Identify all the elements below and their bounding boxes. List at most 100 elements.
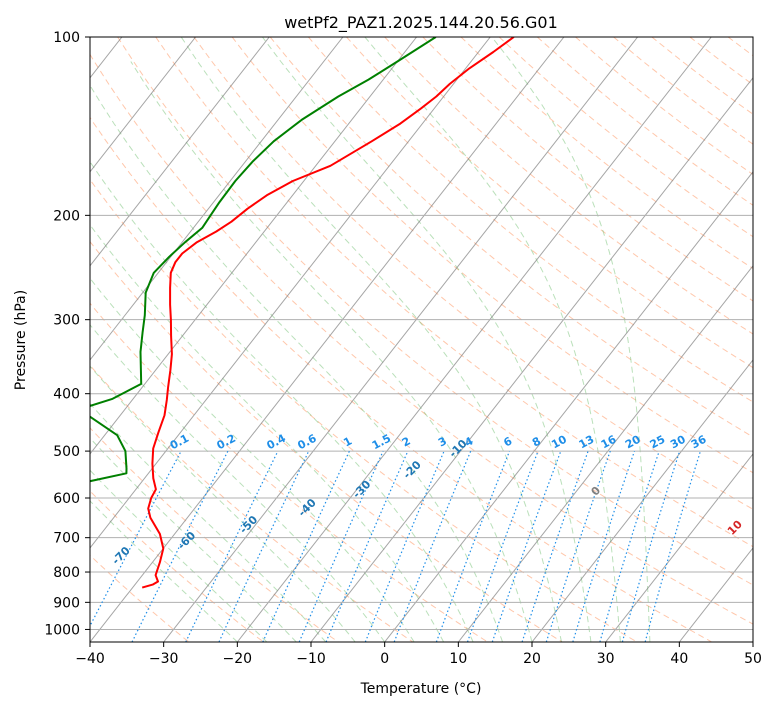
dry-adiabat-line <box>90 364 414 642</box>
moist-adiabat-line <box>90 160 474 642</box>
mixing-ratio-label: 1 <box>341 434 354 449</box>
isotherm-line <box>90 37 565 642</box>
moist-adiabat-line <box>364 37 621 642</box>
moist-adiabat-line <box>491 37 651 642</box>
mixing-ratio-line <box>131 450 229 642</box>
x-tick-label: 0 <box>380 651 389 667</box>
mixing-ratio-line <box>572 450 636 642</box>
mixing-ratio-line <box>621 450 681 642</box>
adiabat-label: -50 <box>237 513 260 536</box>
isotherm-line <box>531 359 753 642</box>
dry-adiabat-line <box>90 302 488 642</box>
moist-adiabat-line <box>90 277 415 642</box>
dry-adiabat-line <box>766 37 775 642</box>
dry-adiabat-line <box>90 554 190 642</box>
profile-lines <box>90 37 515 589</box>
dry-adiabat-line <box>384 37 753 335</box>
isotherm-line <box>163 37 638 642</box>
dry-adiabat-line <box>689 37 753 86</box>
x-tick-label: 30 <box>597 651 615 667</box>
y-tick-label: 600 <box>53 491 80 507</box>
y-tick-label: 100 <box>53 30 80 46</box>
dry-adiabat-line <box>155 37 753 548</box>
mixing-ratio-label: 25 <box>648 433 668 452</box>
mixing-ratio-label: 20 <box>623 433 643 452</box>
mixing-ratio-line <box>435 450 511 642</box>
dry-adiabat-line <box>90 178 638 642</box>
adiabat-label: -70 <box>110 544 133 567</box>
x-tick-label: 10 <box>449 651 467 667</box>
x-tick-label: 20 <box>523 651 541 667</box>
dry-adiabat-line <box>308 37 753 403</box>
moist-adiabat-line <box>180 37 562 642</box>
mixing-ratio-line <box>521 450 589 642</box>
adiabat-label: 10 <box>725 517 745 537</box>
background-line-labels: 0.10.20.40.611.52346810131620253036-100-… <box>110 432 746 568</box>
y-tick-label: 400 <box>53 387 80 403</box>
mixing-ratio-line <box>599 450 660 642</box>
moist-adiabat-line <box>262 37 592 642</box>
mixing-ratio-label: 3 <box>436 434 449 449</box>
x-axis: −40 −30 −20 −10 0 10 20 30 40 50 <box>75 642 762 667</box>
mixing-ratio-label: 13 <box>577 433 597 452</box>
y-axis-label: Pressure (hPa) <box>13 290 29 390</box>
mixing-ratio-line <box>466 450 539 642</box>
isotherm-line <box>457 265 753 642</box>
x-tick-label: 50 <box>744 651 762 667</box>
y-tick-label: 900 <box>53 595 80 611</box>
isotherm-line <box>90 37 270 267</box>
mixing-ratio-line <box>325 450 409 642</box>
mixing-ratio-label: 10 <box>549 433 569 452</box>
adiabat-label: -20 <box>401 458 424 481</box>
x-axis-label: Temperature (°C) <box>360 681 482 697</box>
adiabat-label: -40 <box>296 496 319 519</box>
moist-adiabat-line <box>90 365 356 642</box>
dry-adiabat-line <box>575 37 753 176</box>
mixing-ratio-label: 0.4 <box>265 432 289 453</box>
mixing-ratio-label: 36 <box>689 433 709 452</box>
mixing-ratio-label: 0.1 <box>168 432 191 453</box>
y-tick-label: 500 <box>53 444 80 460</box>
dry-adiabat-line <box>231 37 753 474</box>
mixing-ratio-label: 6 <box>501 434 514 449</box>
moist-adiabat-line <box>90 500 238 642</box>
y-tick-label: 300 <box>53 313 80 329</box>
isotherm-line <box>90 37 491 549</box>
mixing-ratio-line <box>644 450 701 642</box>
isotherm-line <box>90 37 417 455</box>
plot-frame <box>89 36 754 643</box>
mixing-ratio-line <box>491 450 562 642</box>
adiabat-label: 0 <box>589 484 604 499</box>
x-tick-label: −20 <box>223 651 253 667</box>
dewpoint-profile-line <box>90 37 437 483</box>
isotherm-line <box>678 547 753 642</box>
isotherm-line <box>605 453 753 642</box>
mixing-ratio-line <box>393 450 472 642</box>
isotherm-line <box>90 37 196 173</box>
y-tick-label: 1000 <box>44 622 80 638</box>
temperature-profile-line <box>141 37 515 589</box>
mixing-ratio-line <box>364 450 445 642</box>
mixing-ratio-label: 2 <box>400 434 413 449</box>
background-lines <box>90 37 775 642</box>
chart-title: wetPf2_PAZ1.2025.144.20.56.G01 <box>284 13 558 33</box>
x-tick-label: 40 <box>670 651 688 667</box>
moist-adiabat-line <box>90 469 268 642</box>
dry-adiabat-line <box>269 37 753 438</box>
mixing-ratio-label: 30 <box>668 433 688 452</box>
y-axis: 100 200 300 400 500 600 700 800 900 1000 <box>44 30 90 638</box>
dry-adiabat-line <box>90 490 264 642</box>
mixing-ratio-line <box>545 450 611 642</box>
dry-adiabat-line <box>422 37 753 302</box>
y-tick-label: 200 <box>53 208 80 224</box>
mixing-ratio-label: 16 <box>599 433 619 452</box>
mixing-ratio-line <box>262 450 350 642</box>
mixing-ratio-line <box>298 450 384 642</box>
y-tick-label: 700 <box>53 531 80 547</box>
dry-adiabat-line <box>193 37 753 510</box>
mixing-ratio-label: 0.2 <box>215 432 238 453</box>
dry-adiabat-line <box>727 37 753 57</box>
x-tick-label: −10 <box>296 651 326 667</box>
isotherm-line <box>236 37 712 642</box>
